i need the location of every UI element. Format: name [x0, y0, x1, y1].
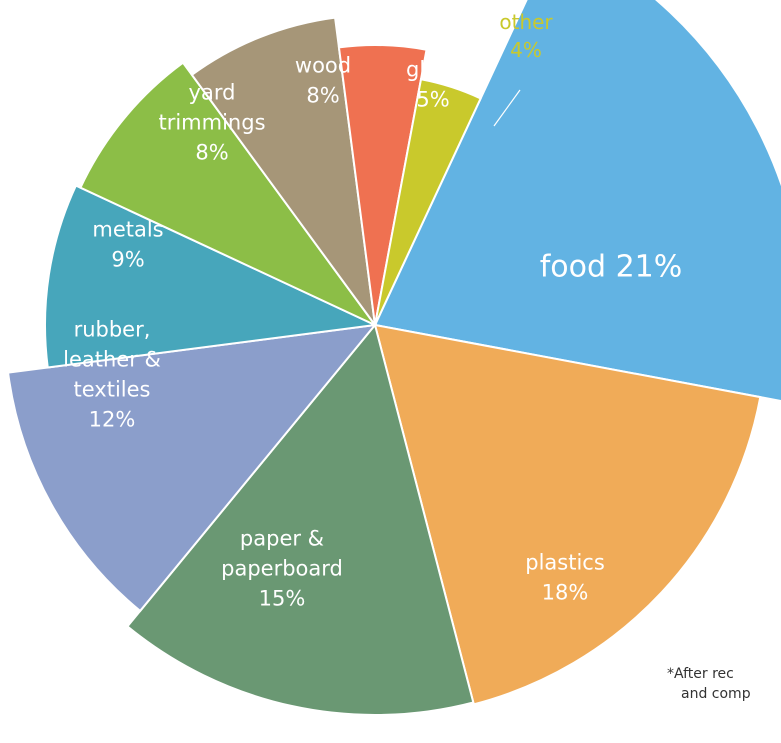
- slice-label: food 21%: [540, 250, 683, 285]
- other-leader-line: [493, 89, 521, 127]
- pie-slice: [337, 44, 428, 326]
- pie-slice: [373, 0, 781, 402]
- footnote-line: and comp: [681, 686, 751, 702]
- slice-label: glass 5%: [406, 57, 460, 111]
- slice-label: wood 8%: [295, 53, 351, 107]
- slice-label: plastics 18%: [525, 550, 605, 604]
- slice-label: rubber, leather & textiles 12%: [63, 317, 161, 431]
- pie-slice: [126, 322, 475, 716]
- footnote-line: *After rec: [667, 666, 734, 682]
- pie-slice: [79, 61, 376, 326]
- pie-slice: [374, 78, 482, 326]
- slice-label: paper & paperboard 15%: [221, 526, 343, 610]
- pie-slice: [373, 323, 762, 706]
- slice-label: yard trimmings 8%: [158, 80, 265, 164]
- pie-slice: [190, 16, 376, 326]
- footnote: *After rec and comp: [667, 666, 751, 702]
- slice-label: metals 9%: [92, 217, 163, 271]
- pie-labels: food 21% plastics 18% paper & paperboard 15% r…: [63, 10, 682, 610]
- pie-slice: [6, 323, 378, 613]
- pie-slice: [44, 184, 379, 369]
- pie-slices: [6, 0, 781, 716]
- slice-label: other 4%: [499, 10, 553, 62]
